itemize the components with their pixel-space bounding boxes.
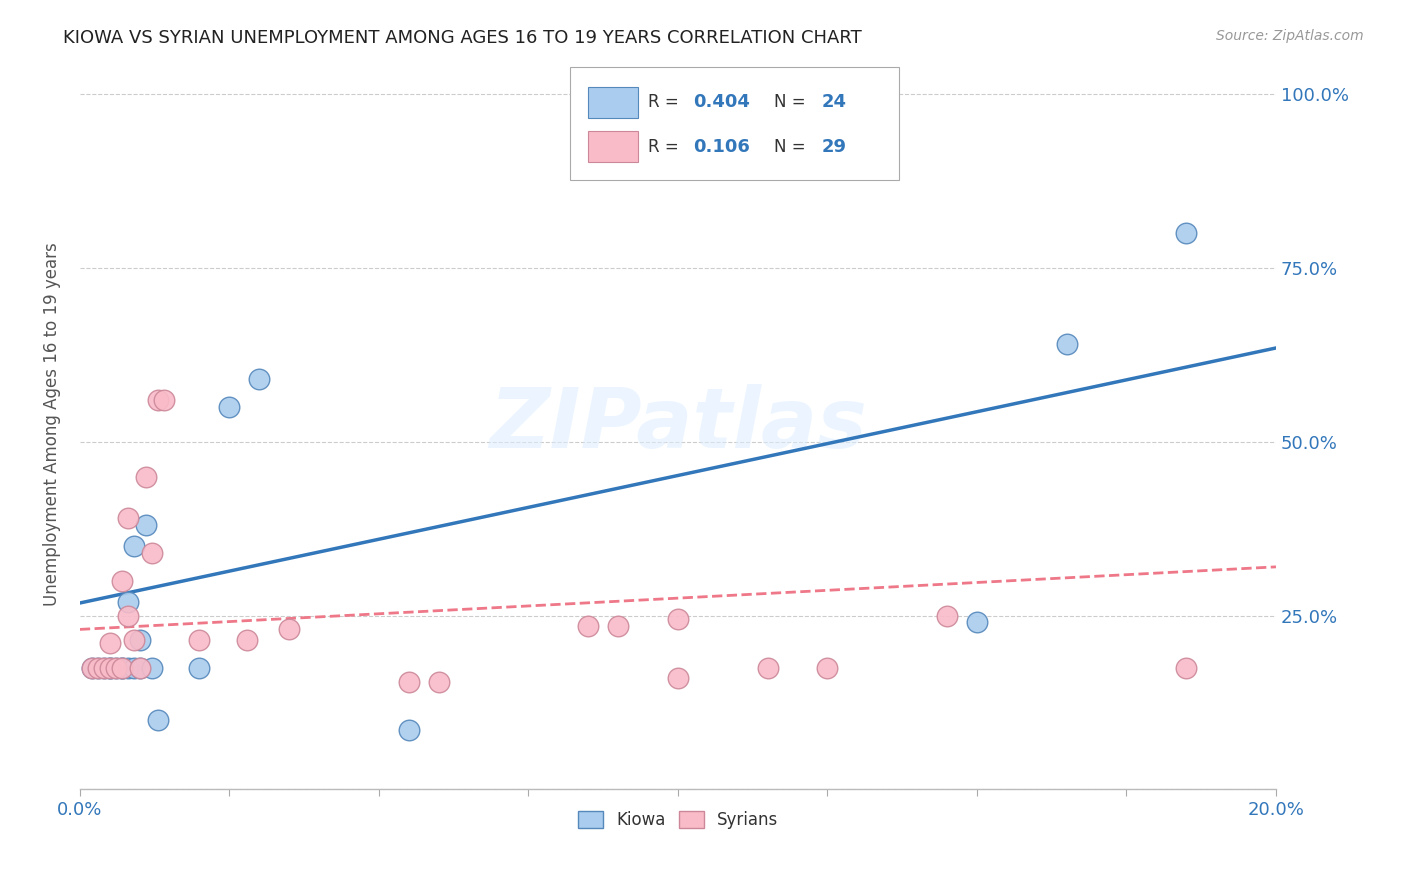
Point — [247, 372, 270, 386]
Text: KIOWA VS SYRIAN UNEMPLOYMENT AMONG AGES 16 TO 19 YEARS CORRELATION CHART: KIOWA VS SYRIAN UNEMPLOYMENT AMONG AGES … — [63, 29, 862, 46]
Point — [966, 615, 988, 630]
Point — [666, 612, 689, 626]
Point — [122, 539, 145, 553]
Legend: Kiowa, Syrians: Kiowa, Syrians — [571, 804, 785, 836]
Point — [104, 660, 127, 674]
Point — [117, 511, 139, 525]
Point — [117, 608, 139, 623]
Point — [188, 632, 211, 647]
Point — [576, 619, 599, 633]
Point — [815, 660, 838, 674]
FancyBboxPatch shape — [588, 87, 638, 118]
Point — [98, 660, 121, 674]
Point — [135, 518, 157, 533]
Point — [80, 660, 103, 674]
Point — [146, 393, 169, 408]
Text: N =: N = — [773, 94, 810, 112]
Point — [188, 660, 211, 674]
Point — [122, 632, 145, 647]
Point — [117, 660, 139, 674]
Text: R =: R = — [648, 137, 683, 156]
Point — [98, 660, 121, 674]
Point — [135, 469, 157, 483]
Point — [122, 660, 145, 674]
Point — [111, 574, 134, 588]
Y-axis label: Unemployment Among Ages 16 to 19 years: Unemployment Among Ages 16 to 19 years — [44, 243, 60, 607]
Point — [398, 674, 420, 689]
Point — [87, 660, 110, 674]
Point — [141, 660, 163, 674]
Point — [152, 393, 174, 408]
Point — [607, 619, 630, 633]
Point — [111, 660, 134, 674]
Point — [1175, 227, 1198, 241]
Text: 0.106: 0.106 — [693, 137, 751, 156]
Text: 29: 29 — [821, 137, 846, 156]
Point — [93, 660, 115, 674]
Point — [141, 546, 163, 560]
Point — [1056, 337, 1078, 351]
FancyBboxPatch shape — [571, 67, 900, 180]
Point — [117, 594, 139, 608]
Point — [128, 632, 150, 647]
Point — [427, 674, 450, 689]
Point — [111, 660, 134, 674]
Text: R =: R = — [648, 94, 683, 112]
Text: 0.404: 0.404 — [693, 94, 751, 112]
Point — [98, 660, 121, 674]
Point — [146, 713, 169, 727]
Point — [278, 623, 301, 637]
Point — [128, 660, 150, 674]
Point — [666, 671, 689, 685]
Point — [128, 660, 150, 674]
Text: 24: 24 — [821, 94, 846, 112]
Point — [936, 608, 959, 623]
Point — [1175, 660, 1198, 674]
Text: ZIPatlas: ZIPatlas — [489, 384, 868, 465]
Point — [104, 660, 127, 674]
Point — [93, 660, 115, 674]
Point — [398, 723, 420, 738]
Text: Source: ZipAtlas.com: Source: ZipAtlas.com — [1216, 29, 1364, 43]
Point — [236, 632, 259, 647]
Point — [111, 660, 134, 674]
Point — [756, 660, 779, 674]
Point — [80, 660, 103, 674]
FancyBboxPatch shape — [588, 131, 638, 162]
Text: N =: N = — [773, 137, 810, 156]
Point — [87, 660, 110, 674]
Point — [218, 400, 240, 414]
Point — [98, 636, 121, 650]
